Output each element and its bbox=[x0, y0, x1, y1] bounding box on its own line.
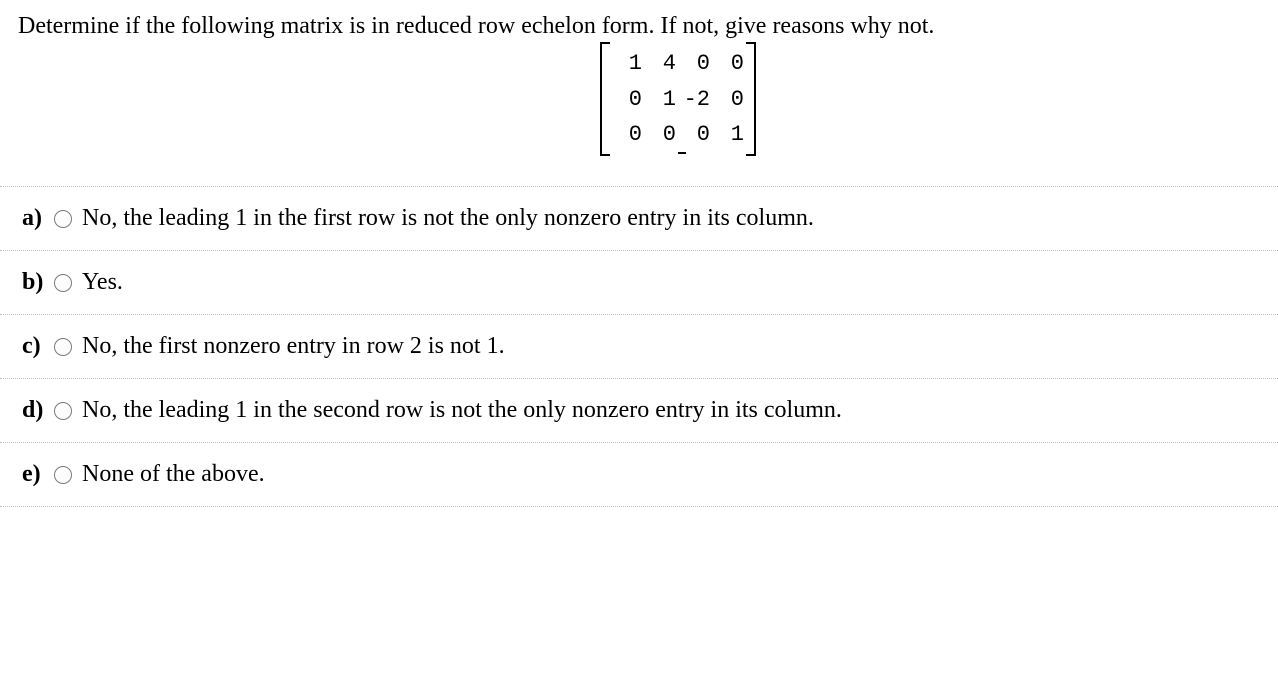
matrix-row: 1 4 0 0 bbox=[610, 46, 746, 81]
option-d[interactable]: d) No, the leading 1 in the second row i… bbox=[0, 379, 1278, 443]
option-text: No, the leading 1 in the second row is n… bbox=[82, 397, 1256, 424]
option-text: None of the above. bbox=[82, 461, 1256, 488]
option-letter: b) bbox=[22, 269, 50, 296]
matrix-cell: 0 bbox=[678, 117, 712, 152]
matrix-cell: 0 bbox=[712, 82, 746, 117]
option-b[interactable]: b) Yes. bbox=[0, 251, 1278, 315]
option-a[interactable]: a) No, the leading 1 in the first row is… bbox=[0, 187, 1278, 251]
matrix-cell: 1 bbox=[610, 46, 644, 81]
option-letter: c) bbox=[22, 333, 50, 360]
matrix-row: 0 1 -2 0 bbox=[610, 82, 746, 117]
option-c[interactable]: c) No, the first nonzero entry in row 2 … bbox=[0, 315, 1278, 379]
matrix-cell: 1 bbox=[712, 117, 746, 152]
option-c-radio[interactable] bbox=[54, 338, 72, 356]
matrix: 1 4 0 0 0 1 -2 0 0 0 0 1 bbox=[600, 42, 756, 156]
question-prompt: Determine if the following matrix is in … bbox=[0, 0, 1278, 46]
option-text: No, the first nonzero entry in row 2 is … bbox=[82, 333, 1256, 360]
matrix-cell: 0 bbox=[644, 117, 678, 152]
option-d-radio[interactable] bbox=[54, 402, 72, 420]
matrix-cell: 0 bbox=[712, 46, 746, 81]
matrix-cell: 0 bbox=[610, 117, 644, 152]
matrix-cell: 0 bbox=[610, 82, 644, 117]
options-list: a) No, the leading 1 in the first row is… bbox=[0, 186, 1278, 507]
matrix-cell: -2 bbox=[678, 82, 712, 117]
option-text: Yes. bbox=[82, 269, 1256, 296]
matrix-cell: 1 bbox=[644, 82, 678, 117]
matrix-container: 1 4 0 0 0 1 -2 0 0 0 0 1 bbox=[600, 42, 756, 156]
option-e-radio[interactable] bbox=[54, 466, 72, 484]
option-letter: d) bbox=[22, 397, 50, 424]
option-text: No, the leading 1 in the first row is no… bbox=[82, 205, 1256, 232]
matrix-cell: 0 bbox=[678, 46, 712, 81]
option-a-radio[interactable] bbox=[54, 210, 72, 228]
option-letter: a) bbox=[22, 205, 50, 232]
option-b-radio[interactable] bbox=[54, 274, 72, 292]
matrix-cell: 4 bbox=[644, 46, 678, 81]
option-e[interactable]: e) None of the above. bbox=[0, 443, 1278, 507]
matrix-row: 0 0 0 1 bbox=[610, 117, 746, 152]
option-letter: e) bbox=[22, 461, 50, 488]
